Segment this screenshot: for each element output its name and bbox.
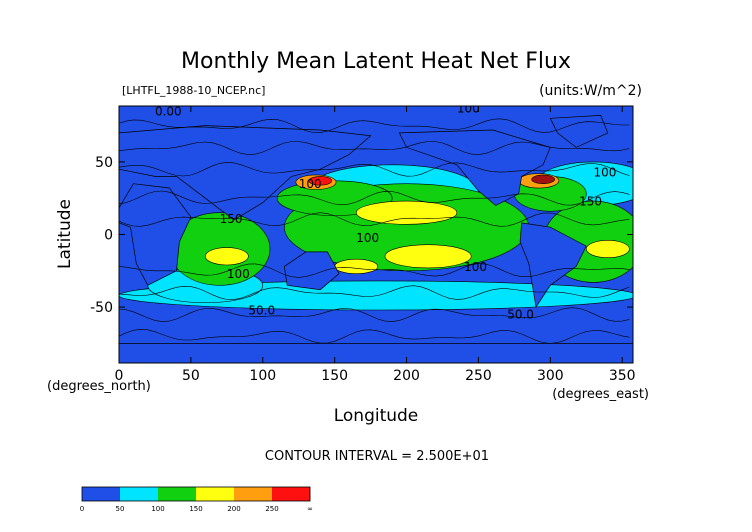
contour-label: 100 xyxy=(593,165,616,179)
antarctica-landmass xyxy=(119,343,633,363)
x-axis-ticks: 0 50 100 150 200 250 300 350 xyxy=(115,106,636,384)
y-axis-ticks: -50 0 50 xyxy=(90,155,633,316)
heat-field-group xyxy=(119,161,633,311)
chart-title: Monthly Mean Latent Heat Net Flux xyxy=(181,49,571,74)
colorbar-swatch xyxy=(234,487,273,501)
contour-line xyxy=(119,161,630,177)
contour-label: 0.00 xyxy=(155,104,182,118)
contour-line xyxy=(119,212,630,227)
heat-region xyxy=(204,247,249,266)
colorbar-tick-label: 200 xyxy=(227,505,240,513)
contour-line xyxy=(119,190,630,206)
plot-area: 0.00 100 150 100 100 50.0 100 100 150 100 50.0 xyxy=(119,102,633,363)
contour-label: 150 xyxy=(579,194,602,208)
colorbar-tick-label: 100 xyxy=(151,505,164,513)
y-axis-label: Latitude xyxy=(55,199,75,269)
colorbar: 0 50 100 150 200 250 ∞ xyxy=(80,486,313,513)
heat-region xyxy=(308,176,333,186)
y-tick-label: -50 xyxy=(90,300,113,316)
heat-region xyxy=(384,244,472,269)
x-tick-label: 50 xyxy=(182,368,200,384)
x-tick-label: 150 xyxy=(321,368,348,384)
contour-label: 100 xyxy=(227,267,250,281)
x-tick-label: 350 xyxy=(609,368,636,384)
contour-interval-text: CONTOUR INTERVAL = 2.500E+01 xyxy=(265,449,489,464)
north-america-landmass xyxy=(398,129,551,206)
contour-line xyxy=(119,307,630,322)
colorbar-swatch xyxy=(272,487,311,501)
contour-label: 100 xyxy=(457,102,480,116)
heat-region xyxy=(355,200,458,225)
x-tick-label: 250 xyxy=(465,368,492,384)
x-unit-label: (degrees_east) xyxy=(552,387,649,402)
colorbar-frame xyxy=(81,486,311,502)
y-unit-label: (degrees_north) xyxy=(47,379,151,394)
colorbar-swatch xyxy=(82,487,121,501)
land-mask-group xyxy=(119,115,633,363)
contour-label: 50.0 xyxy=(507,308,534,322)
colorbar-swatch xyxy=(196,487,235,501)
contour-line xyxy=(119,328,630,344)
africa-landmass xyxy=(119,183,192,286)
contour-line xyxy=(119,285,630,300)
colorbar-tick-label: 250 xyxy=(265,505,278,513)
contour-label-group: 0.00 100 150 100 100 50.0 100 100 150 100 50.0 xyxy=(155,102,616,322)
y-tick-label: 50 xyxy=(95,155,113,171)
y-tick-label: 0 xyxy=(104,228,113,244)
colorbar-swatch xyxy=(158,487,197,501)
colorbar-swatch xyxy=(120,487,159,501)
colorbar-tick-label: 0 xyxy=(80,505,84,513)
source-file-label: [LHTFL_1988-10_NCEP.nc] xyxy=(122,84,265,97)
colorbar-tick-label: ∞ xyxy=(307,505,313,513)
heat-region xyxy=(334,258,379,275)
x-tick-label: 300 xyxy=(537,368,564,384)
x-tick-label: 0 xyxy=(115,368,124,384)
x-tick-label: 200 xyxy=(393,368,420,384)
contour-label: 50.0 xyxy=(248,303,275,317)
heat-region xyxy=(585,240,630,259)
colorbar-tick-label: 50 xyxy=(116,505,125,513)
contour-label: 150 xyxy=(220,212,243,226)
x-axis-label: Longitude xyxy=(334,406,419,426)
contour-line xyxy=(119,118,630,133)
australia-landmass xyxy=(283,251,340,291)
contour-label: 100 xyxy=(299,177,322,191)
units-label: (units:W/m^2) xyxy=(539,83,642,99)
south-america-landmass xyxy=(519,222,587,309)
contour-label: 100 xyxy=(464,260,487,274)
x-tick-label: 100 xyxy=(249,368,276,384)
colorbar-tick-label: 150 xyxy=(189,505,202,513)
heat-region xyxy=(531,174,555,184)
contour-line-group xyxy=(119,118,630,344)
contour-line xyxy=(119,141,630,155)
contour-line xyxy=(119,263,630,278)
contour-label: 100 xyxy=(356,231,379,245)
